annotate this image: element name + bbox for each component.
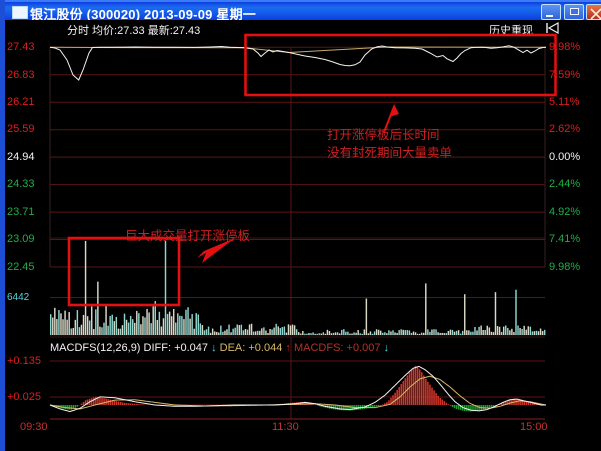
svg-text:巨大成交量打开涨停板: 巨大成交量打开涨停板 (125, 228, 251, 243)
svg-text:打开涨停板后长时间: 打开涨停板后长时间 (327, 127, 440, 142)
svg-text:没有封死期间大量卖单: 没有封死期间大量卖单 (327, 145, 452, 160)
